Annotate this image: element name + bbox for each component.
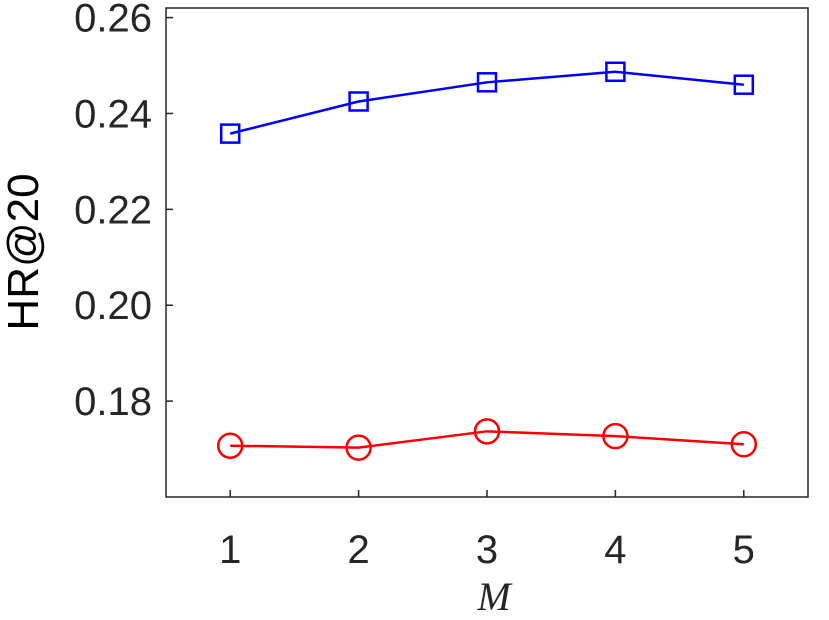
series-1 <box>219 61 755 144</box>
data-point-square <box>605 61 626 83</box>
y-tick-label: 0.20 <box>74 284 152 328</box>
x-tick-label: 4 <box>604 528 626 572</box>
x-axis-label: M <box>476 574 513 619</box>
data-point-circle <box>730 431 758 458</box>
series-line <box>230 430 744 449</box>
data-point-square <box>219 123 241 144</box>
y-axis-label: HR@20 <box>0 173 48 330</box>
data-point-square <box>476 72 498 93</box>
plot-area <box>165 7 809 498</box>
data-point-circle <box>216 432 244 459</box>
data-point-circle <box>602 422 629 450</box>
x-tick-label: 3 <box>476 528 498 572</box>
y-tick-label: 0.24 <box>74 92 152 136</box>
x-axis-ticks: 1 2 3 4 5 <box>219 490 755 572</box>
y-axis-ticks: 0.18 0.20 0.22 0.24 0.26 <box>74 0 173 424</box>
series-layer <box>216 61 758 461</box>
series-line <box>229 70 744 135</box>
x-tick-label: 2 <box>347 528 369 572</box>
y-tick-label: 0.18 <box>74 380 152 424</box>
series-2 <box>216 418 758 461</box>
x-tick-label: 1 <box>219 528 241 572</box>
data-point-circle <box>345 434 372 461</box>
data-point-square <box>733 74 755 95</box>
data-point-circle <box>473 418 501 445</box>
data-point-square <box>348 91 369 112</box>
y-tick-label: 0.22 <box>74 188 152 232</box>
y-tick-label: 0.26 <box>74 0 152 41</box>
x-tick-label: 5 <box>733 528 755 572</box>
